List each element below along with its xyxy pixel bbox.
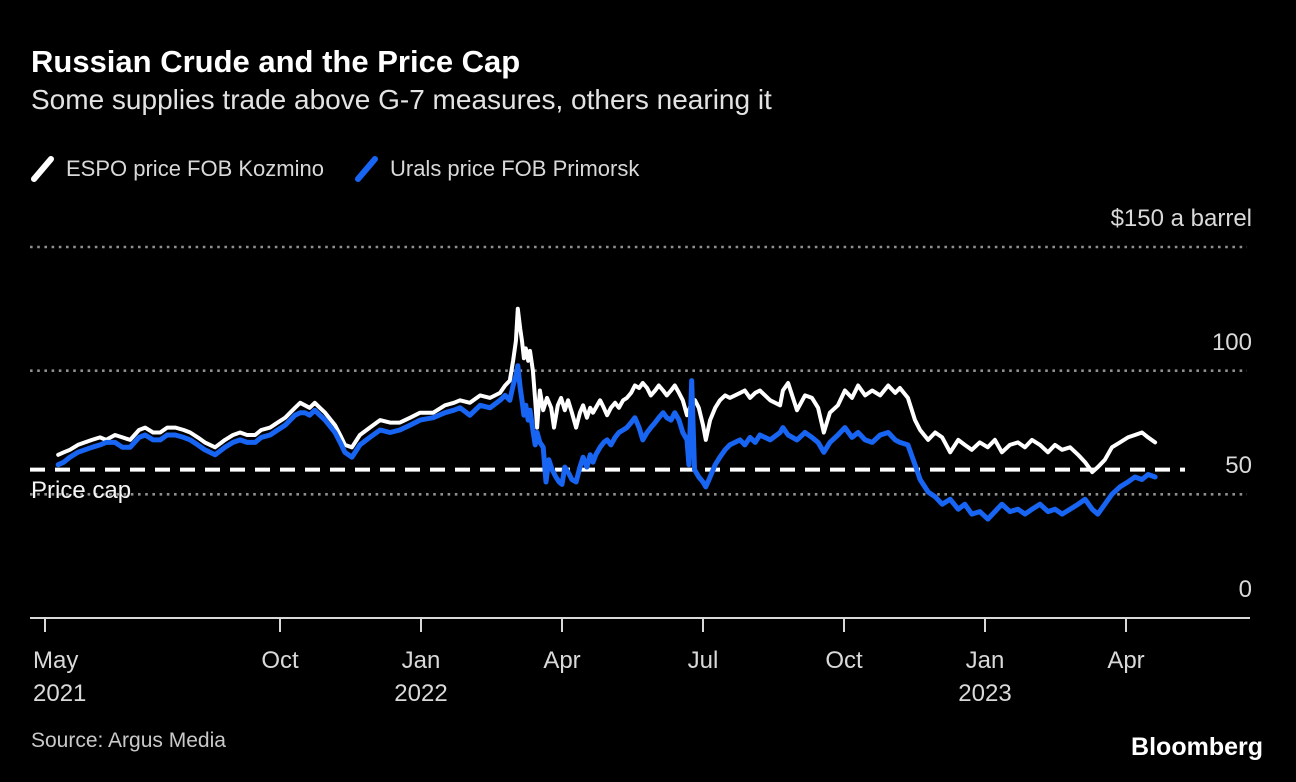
y-axis-label-50: 50 bbox=[1225, 452, 1252, 479]
page-title: Russian Crude and the Price Cap bbox=[31, 44, 521, 79]
x-axis-label-jan-2023: Jan 2023 bbox=[958, 647, 1012, 707]
bloomberg-logo: Bloomberg bbox=[1131, 733, 1263, 761]
price-cap-annotation: Price cap bbox=[31, 477, 132, 504]
y-axis-label-100: 100 bbox=[1211, 329, 1252, 356]
legend-label-espo: ESPO price FOB Kozmino bbox=[66, 156, 324, 181]
page-subtitle: Some supplies trade above G-7 measures, … bbox=[31, 84, 772, 115]
x-axis-label-apr-2023: Apr bbox=[1107, 647, 1145, 674]
legend-item-urals: Urals price FOB Primorsk bbox=[354, 156, 639, 182]
y-axis-label-150: $150 a barrel bbox=[1110, 205, 1252, 232]
line-slash-icon bbox=[354, 156, 378, 182]
legend: ESPO price FOB Kozmino Urals price FOB P… bbox=[30, 156, 639, 182]
source-credit: Source: Argus Media bbox=[31, 729, 226, 752]
line-slash-icon bbox=[31, 156, 54, 182]
x-axis-label-jul-2022: Jul bbox=[687, 647, 719, 674]
x-axis-label-may-2021: May 2021 bbox=[33, 647, 87, 707]
x-axis-label-oct-2021: Oct bbox=[261, 647, 299, 674]
x-axis-label-apr-2022: Apr bbox=[543, 647, 581, 674]
legend-label-urals: Urals price FOB Primorsk bbox=[389, 156, 640, 181]
x-axis-label-oct-2022: Oct bbox=[825, 647, 863, 674]
x-axis-label-jan-2022: Jan 2022 bbox=[394, 647, 448, 707]
legend-item-espo: ESPO price FOB Kozmino bbox=[30, 156, 324, 182]
y-axis-label-0: 0 bbox=[1238, 576, 1252, 603]
